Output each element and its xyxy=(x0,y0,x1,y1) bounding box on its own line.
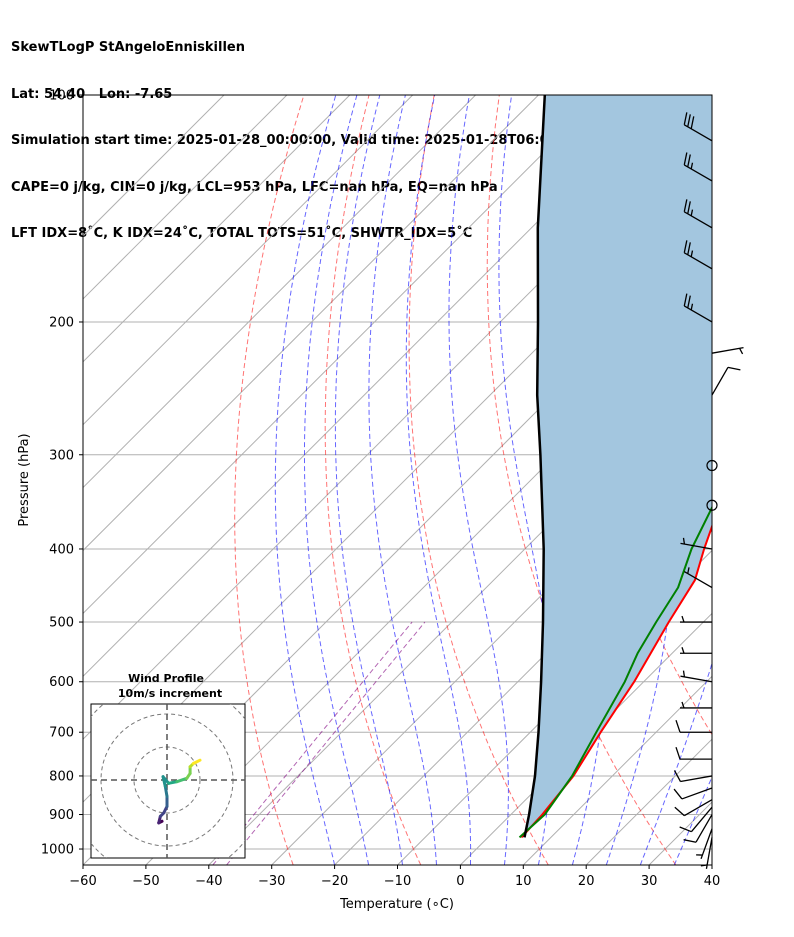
cape-cin-shading xyxy=(521,95,712,838)
y-tick-label: 200 xyxy=(49,315,74,330)
wind-barb xyxy=(680,701,712,709)
isotherm-gridline xyxy=(83,95,288,300)
wind-barb xyxy=(683,567,713,589)
moist-adiabat xyxy=(405,95,472,865)
moist-adiabat xyxy=(368,95,437,865)
y-tick-label: 500 xyxy=(49,616,74,631)
dry-adiabat xyxy=(324,95,422,865)
wind-barb xyxy=(680,670,713,683)
wind-barbs xyxy=(673,112,744,869)
wind-barb xyxy=(711,366,741,396)
wind-barb xyxy=(683,112,713,142)
y-axis-label: Pressure (hPa) xyxy=(17,433,32,526)
isotherm-gridline xyxy=(83,95,665,678)
dry-adiabat xyxy=(234,95,305,865)
wind-barb xyxy=(679,806,713,833)
isotherm-gridline xyxy=(83,95,476,489)
wind-barb xyxy=(696,828,713,860)
hodograph-subtitle: 10m/s increment xyxy=(118,687,222,700)
y-tick-label: 900 xyxy=(49,808,74,823)
moist-adiabat xyxy=(639,661,712,865)
y-tick-label: 400 xyxy=(49,542,74,557)
x-tick-label: −40 xyxy=(195,874,222,889)
moist-adiabat xyxy=(274,95,337,865)
wind-barb xyxy=(675,746,712,760)
moist-adiabat xyxy=(304,95,370,865)
cape-line: CAPE=0 j/kg, CIN=0 j/kg, LCL=953 hPa, LF… xyxy=(11,179,498,195)
isotherm-gridline xyxy=(83,95,351,363)
dry-adiabat xyxy=(760,95,794,865)
dewpoint-profile-line xyxy=(518,505,712,839)
isotherm-gridline xyxy=(522,675,712,865)
x-tick-label: −30 xyxy=(258,874,285,889)
wind-barb xyxy=(680,647,712,654)
chart-title: SkewTLogP StAngeloEnniskillen xyxy=(11,40,245,55)
hodograph-segment xyxy=(175,776,189,784)
wind-barb xyxy=(680,615,712,623)
x-tick-label: 40 xyxy=(704,874,721,889)
y-tick-label: 800 xyxy=(49,769,74,784)
y-tick-label: 600 xyxy=(49,675,74,690)
series-layer xyxy=(518,95,712,839)
isotherm-gridline xyxy=(397,549,712,865)
temperature-profile-line xyxy=(520,523,712,839)
hodograph-segment xyxy=(191,758,202,765)
wind-barb xyxy=(683,240,713,270)
y-tick-label: 700 xyxy=(49,726,74,741)
wind-barb xyxy=(674,799,713,817)
wind-barb xyxy=(683,199,713,229)
isotherm-gridline xyxy=(83,95,602,615)
wind-barb xyxy=(675,720,712,733)
isotherm-gridline xyxy=(83,95,414,426)
wind-barb xyxy=(700,837,713,869)
x-tick-label: −60 xyxy=(69,874,96,889)
isotherm-gridline xyxy=(83,95,539,552)
moist-adiabat xyxy=(673,775,712,865)
x-axis-label: Temperature (∘C) xyxy=(339,897,454,912)
hodograph-plot xyxy=(91,704,245,858)
wind-barb xyxy=(683,293,713,323)
isotherm-gridline xyxy=(271,423,712,865)
moist-adiabat xyxy=(448,95,509,865)
axis-layer: −60 −50 −40 −30 −20 −10 0 10 20 30 40 1000 900 800 700… xyxy=(41,89,720,890)
wind-barb xyxy=(706,499,718,511)
x-tick-label: 20 xyxy=(578,874,595,889)
x-tick-label: 30 xyxy=(641,874,658,889)
location-line: Lat: 54.40 Lon: -7.65 xyxy=(11,86,173,102)
x-tick-label: −10 xyxy=(384,874,411,889)
calm-wind-circle xyxy=(706,499,718,511)
parcel-profile-line xyxy=(523,95,547,838)
dry-adiabat xyxy=(408,95,549,865)
x-tick-label: −50 xyxy=(132,874,159,889)
isotherm-gridline xyxy=(145,298,712,865)
y-tick-label: 300 xyxy=(49,448,74,463)
x-tick-label: −20 xyxy=(321,874,348,889)
hodograph-segment xyxy=(163,785,169,798)
mixing-ratio-line xyxy=(212,621,413,865)
wind-barb xyxy=(680,537,713,550)
x-tick-label: 10 xyxy=(515,874,532,889)
shading-layer xyxy=(521,95,712,838)
y-tick-label: 100 xyxy=(49,89,74,104)
hodograph: Wind Profile 10m/s increment xyxy=(90,672,246,859)
wind-barb xyxy=(683,814,713,843)
wind-barb xyxy=(673,770,713,783)
moist-adiabat xyxy=(334,95,403,865)
wind-barb xyxy=(711,346,744,355)
x-tick-label: 0 xyxy=(456,874,464,889)
isotherm-gridline xyxy=(334,486,712,865)
mixing-ratio-line xyxy=(226,621,426,865)
calm-wind-circle xyxy=(706,459,718,472)
isotherm-gridline xyxy=(711,864,712,865)
wind-barb xyxy=(683,152,713,182)
wind-barb xyxy=(673,787,713,800)
hodograph-title: Wind Profile xyxy=(128,672,204,685)
y-tick-label: 1000 xyxy=(41,843,74,858)
wind-barb xyxy=(706,459,718,472)
isotherm-gridline xyxy=(83,95,225,237)
